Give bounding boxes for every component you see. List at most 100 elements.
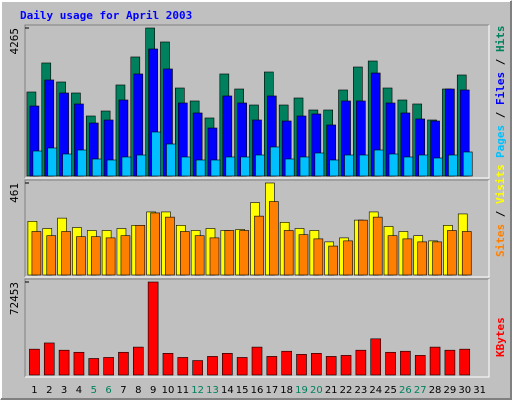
- bar: [296, 354, 307, 376]
- bar: [91, 158, 102, 177]
- bar: [194, 235, 205, 276]
- bar: [343, 240, 353, 276]
- bar: [388, 153, 399, 177]
- bar: [414, 355, 426, 376]
- legend-entry: Files: [494, 72, 507, 105]
- bar: [402, 238, 413, 276]
- bar: [254, 215, 264, 276]
- bar: [225, 156, 236, 177]
- x-tick-label: 19: [295, 385, 308, 396]
- x-tick-label: 18: [280, 385, 293, 396]
- bar: [444, 349, 456, 376]
- x-tick-label: 7: [120, 385, 126, 396]
- x-tick-label: 13: [206, 385, 219, 396]
- x-tick-label: 11: [176, 385, 189, 396]
- bar: [447, 230, 457, 276]
- x-tick-label: 20: [310, 385, 323, 396]
- bar: [372, 216, 383, 276]
- legend: Pages / Files / Hits: [494, 26, 507, 159]
- bar: [281, 350, 292, 376]
- bar: [62, 153, 72, 177]
- bar: [239, 230, 249, 276]
- bar: [105, 237, 116, 276]
- bar: [132, 346, 144, 376]
- bar: [314, 152, 325, 177]
- x-tick-label: 5: [91, 385, 97, 396]
- x-tick-label: 2: [46, 385, 52, 396]
- legend-entry: Sites: [494, 224, 507, 257]
- bar: [151, 131, 161, 177]
- bar: [385, 351, 396, 376]
- bar: [298, 234, 309, 276]
- legend-entry: KBytes: [494, 317, 507, 357]
- panel-bevel-light: [25, 25, 490, 179]
- legend: Sites / Visits: [494, 164, 507, 257]
- chart-title: Daily usage for April 2003: [20, 9, 192, 22]
- x-tick-label: 24: [369, 385, 382, 396]
- legend-entry: Hits: [494, 26, 507, 53]
- bar: [418, 154, 429, 177]
- bar: [43, 342, 55, 376]
- bar: [433, 157, 443, 177]
- bar: [224, 230, 235, 276]
- bar: [90, 236, 101, 276]
- bar: [370, 338, 382, 376]
- bar: [355, 349, 367, 376]
- bar: [329, 159, 339, 177]
- legend-entry: Pages: [494, 125, 507, 158]
- bar: [340, 355, 352, 376]
- bar: [165, 216, 175, 276]
- x-tick-label: 28: [429, 385, 442, 396]
- x-tick-label: 29: [444, 385, 457, 396]
- x-tick-label: 25: [384, 385, 397, 396]
- panel-bevel-light: [25, 279, 490, 378]
- bar: [359, 154, 369, 177]
- bar: [195, 159, 206, 177]
- bar: [284, 158, 295, 177]
- bar: [121, 156, 132, 177]
- bar: [209, 237, 220, 276]
- y-tick-label: 461: [8, 183, 21, 203]
- bar: [403, 156, 414, 177]
- bar: [299, 156, 310, 177]
- bar: [61, 231, 71, 276]
- bar: [207, 356, 218, 376]
- x-tick-label: 4: [76, 385, 82, 396]
- bar: [162, 353, 174, 376]
- bar: [29, 348, 40, 376]
- x-tick-label: 16: [251, 385, 264, 396]
- bar: [283, 230, 294, 276]
- panel-bevel-dark: [24, 24, 489, 178]
- bar: [136, 154, 147, 177]
- x-tick-label: 21: [325, 385, 338, 396]
- bar: [88, 358, 100, 376]
- bar: [269, 201, 279, 276]
- bar: [210, 159, 221, 177]
- bar: [344, 154, 354, 177]
- bar: [106, 159, 117, 177]
- bar: [432, 241, 442, 276]
- x-tick-label: 14: [221, 385, 234, 396]
- bar: [192, 360, 203, 376]
- legend-separator: /: [494, 52, 507, 72]
- bar: [46, 235, 57, 276]
- bar: [325, 356, 337, 376]
- bar: [118, 351, 129, 376]
- bar: [180, 231, 190, 276]
- bar: [462, 151, 473, 177]
- bar: [31, 231, 42, 276]
- bar: [311, 353, 322, 376]
- bar: [328, 245, 338, 276]
- bar: [147, 281, 159, 376]
- panel-bevel-dark: [24, 179, 489, 277]
- x-tick-label: 22: [340, 385, 353, 396]
- bar: [459, 348, 471, 376]
- bar: [313, 238, 324, 276]
- x-tick-label: 31: [473, 385, 486, 396]
- bar: [32, 150, 43, 177]
- bar: [461, 231, 472, 276]
- legend-separator: /: [494, 105, 507, 125]
